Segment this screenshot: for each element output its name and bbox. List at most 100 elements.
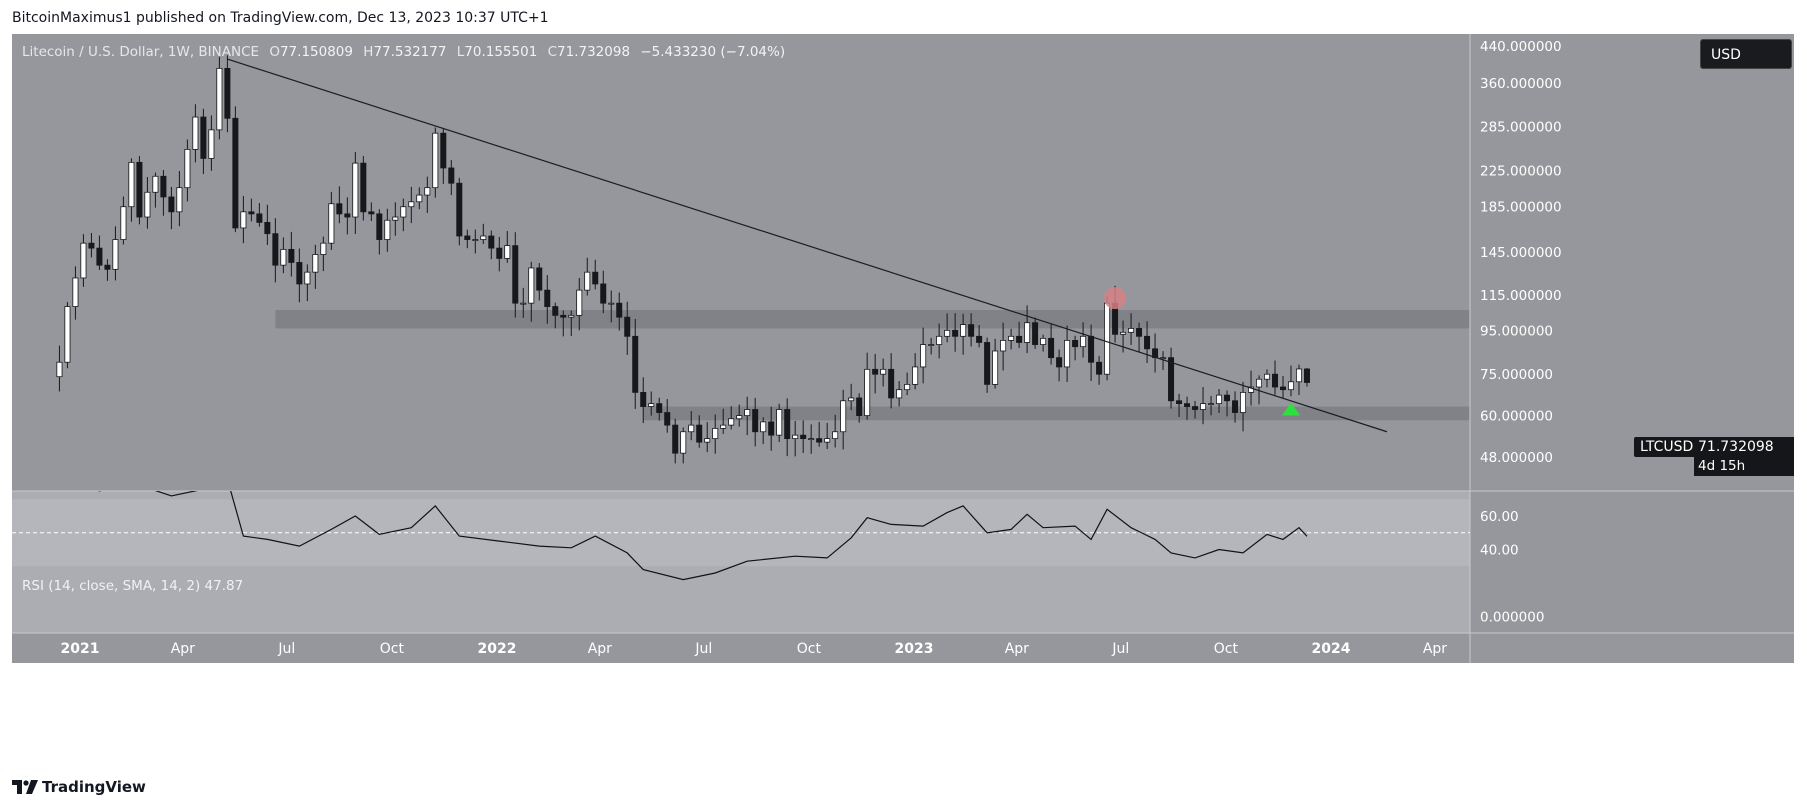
- currency-button[interactable]: USD: [1700, 39, 1792, 69]
- price-axis-tick-label: 75.000000: [1480, 367, 1553, 383]
- price-axis-tick-label: 225.000000: [1480, 163, 1562, 179]
- candle-down: [968, 324, 975, 337]
- candle-up: [824, 438, 831, 443]
- price-axis-tick-label: 115.000000: [1480, 288, 1562, 304]
- candle-up: [1128, 328, 1135, 333]
- candle-down: [800, 434, 807, 440]
- candle-down: [536, 267, 543, 291]
- time-axis-tick-label: Oct: [1214, 641, 1239, 657]
- candle-up: [528, 267, 535, 304]
- candle-up: [384, 219, 391, 240]
- candle-up: [1104, 302, 1111, 375]
- candle-up: [424, 187, 431, 196]
- highlight-circle[interactable]: [1104, 287, 1127, 310]
- time-axis-tick-label: Apr: [171, 641, 195, 657]
- candle-up: [832, 431, 839, 440]
- chart-canvas[interactable]: 440.000000 360.000000 285.000000 225.000000…: [12, 34, 1794, 763]
- descending-trendline[interactable]: [227, 58, 1388, 433]
- candle-down: [768, 421, 775, 436]
- candle-down: [1304, 368, 1311, 383]
- support-resistance-zone: [275, 310, 1470, 329]
- candle-down: [696, 424, 703, 443]
- candle-down: [552, 306, 559, 316]
- candle-down: [88, 242, 95, 249]
- time-axis-tick-label: Jul: [1111, 641, 1129, 657]
- candle-down: [1280, 386, 1287, 391]
- candle-down: [336, 203, 343, 215]
- rsi-line[interactable]: [59, 479, 1308, 581]
- candle-down: [1048, 337, 1055, 359]
- candle-up: [208, 129, 215, 159]
- rsi-axis-tick-label: 0.000000: [1480, 610, 1544, 626]
- candle-down: [1168, 357, 1175, 402]
- candle-down: [1016, 335, 1023, 343]
- candle-down: [456, 182, 463, 237]
- close-value: 71.732098: [557, 44, 631, 60]
- candle-down: [952, 329, 959, 337]
- candle-down: [488, 235, 495, 249]
- candle-up: [152, 175, 159, 193]
- candle-down: [1088, 335, 1095, 363]
- candle-up: [64, 306, 71, 363]
- candle-up: [680, 431, 687, 454]
- candle-down: [1144, 335, 1151, 350]
- time-axis-tick-label: Apr: [1005, 641, 1029, 657]
- candle-down: [256, 213, 263, 223]
- candle-down: [1224, 394, 1231, 402]
- candle-up: [648, 403, 655, 407]
- open-label: O: [269, 44, 280, 60]
- candle-up: [392, 216, 399, 221]
- candle-up: [704, 438, 711, 443]
- green-up-triangle-icon[interactable]: [1282, 402, 1301, 416]
- high-label: H: [363, 44, 374, 60]
- candle-up: [576, 289, 583, 316]
- price-tag-symbol: LTCUSD: [1634, 437, 1694, 457]
- candle-down: [1184, 403, 1191, 407]
- candle-down: [232, 117, 239, 229]
- candle-down: [752, 409, 759, 433]
- candle-down: [512, 245, 519, 304]
- candle-down: [296, 262, 303, 285]
- candle-up: [1040, 337, 1047, 345]
- candle-up: [808, 438, 815, 441]
- candle-up: [320, 242, 327, 255]
- candle-up: [1024, 322, 1031, 343]
- price-axis-tick-label: 145.000000: [1480, 245, 1562, 261]
- time-axis-tick-label: Jul: [694, 641, 712, 657]
- candle-down: [1272, 373, 1279, 388]
- candle-down: [1032, 322, 1039, 345]
- price-axis[interactable]: [1470, 34, 1794, 633]
- candle-up: [1296, 368, 1303, 383]
- candle-up: [728, 418, 735, 426]
- candle-up: [304, 271, 311, 285]
- candle-down: [1096, 361, 1103, 375]
- candle-up: [192, 116, 199, 150]
- time-axis[interactable]: [12, 633, 1794, 663]
- candle-up: [936, 335, 943, 345]
- candle-up: [1080, 335, 1087, 348]
- candle-up: [992, 350, 999, 385]
- candle-up: [1264, 373, 1271, 380]
- candle-up: [416, 194, 423, 203]
- candle-up: [584, 271, 591, 291]
- candle-up: [408, 201, 415, 208]
- candle-up: [776, 409, 783, 436]
- candle-up: [520, 302, 527, 305]
- candle-up: [1216, 394, 1223, 405]
- candle-up: [400, 206, 407, 218]
- symbol-title[interactable]: Litecoin / U.S. Dollar, 1W, BINANCE: [22, 44, 260, 60]
- candle-down: [544, 289, 551, 307]
- candle-down: [656, 403, 663, 413]
- candle-down: [640, 391, 647, 407]
- candle-down: [136, 161, 143, 218]
- candle-down: [632, 335, 639, 393]
- rsi-legend[interactable]: RSI (14, close, SMA, 14, 2) 47.87: [22, 578, 244, 594]
- candle-up: [864, 368, 871, 417]
- candle-down: [560, 314, 567, 318]
- time-axis-tick-label: Apr: [588, 641, 612, 657]
- footer-brand[interactable]: TradingView: [12, 778, 146, 796]
- candle-up: [912, 366, 919, 385]
- tradingview-logo-icon: [12, 780, 38, 794]
- candle-up: [112, 239, 119, 270]
- candle-up: [736, 415, 743, 420]
